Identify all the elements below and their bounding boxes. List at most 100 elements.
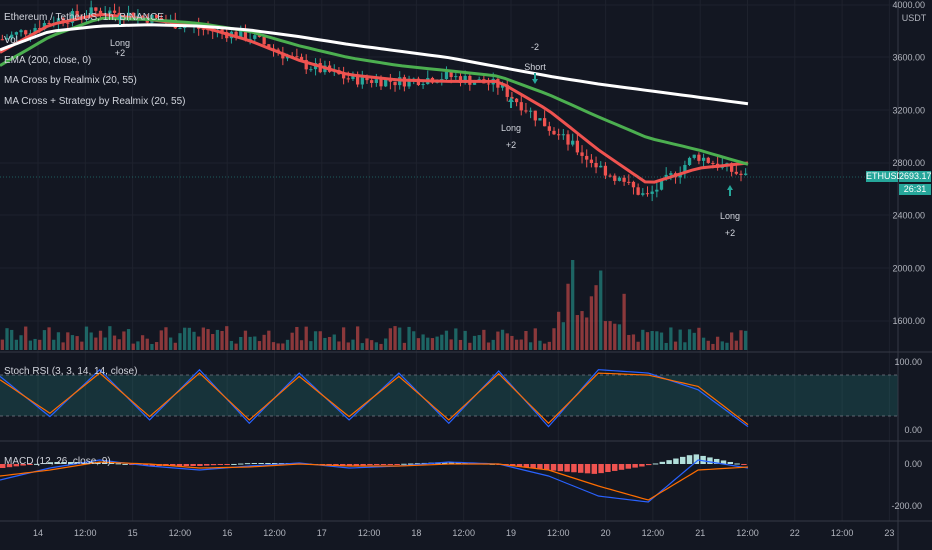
time-tick-label: 20 xyxy=(601,528,611,538)
macd-histogram-bar xyxy=(578,464,584,473)
macd-axis[interactable]: 0.00 -200.00 xyxy=(891,459,922,511)
time-tick-label: 17 xyxy=(317,528,327,538)
macd-histogram-bar xyxy=(68,462,74,464)
candle-body xyxy=(47,23,51,25)
volume-bar xyxy=(24,326,28,350)
candle-body xyxy=(571,140,575,145)
time-axis[interactable]: 14 12:00 15 12:00 16 12:00 17 12:00 18 12:00 19 12:… xyxy=(33,528,894,538)
volume-bar xyxy=(253,336,257,350)
candle-body xyxy=(566,134,570,145)
signal-label: -2 xyxy=(531,42,539,52)
candle-body xyxy=(356,74,360,85)
candle-body xyxy=(552,130,556,135)
macd-label[interactable]: MACD (12, 26, close, 9) xyxy=(4,456,111,467)
volume-bar xyxy=(622,293,626,350)
price-tick-label: 2800.00 xyxy=(892,158,925,168)
macd-histogram-bar xyxy=(0,464,6,468)
volume-bar xyxy=(243,330,248,350)
volume-bar xyxy=(337,341,341,350)
macd-histogram-bar xyxy=(115,463,122,465)
time-tick-label: 21 xyxy=(695,528,705,538)
candle-body xyxy=(444,71,449,80)
time-tick-label: 16 xyxy=(222,528,232,538)
volume-bar xyxy=(589,296,594,350)
indicator-volume[interactable]: Vol xyxy=(4,35,18,46)
time-tick-label: 14 xyxy=(33,528,43,538)
time-tick-label: 22 xyxy=(790,528,800,538)
macd-histogram-bar xyxy=(544,464,550,471)
price-axis[interactable]: 4000.00 3600.00 3200.00 2800.00 2400.00 2000.… xyxy=(892,0,925,326)
volume-bar xyxy=(360,343,364,350)
volume-bar xyxy=(75,336,79,350)
volume-bar xyxy=(80,341,84,350)
candle-body xyxy=(528,110,533,112)
candle-body xyxy=(599,165,603,168)
macd-histogram-bar xyxy=(646,464,652,466)
candle-body xyxy=(304,59,308,70)
candle-body xyxy=(669,173,673,175)
volume-bar xyxy=(673,341,678,350)
volume-bar xyxy=(641,329,645,350)
volume-bar xyxy=(678,329,682,350)
candle-body xyxy=(89,7,93,17)
candle-body xyxy=(701,157,706,161)
indicator-ma-cross-strategy[interactable]: MA Cross + Strategy by Realmix (20, 55) xyxy=(4,96,186,107)
volume-bar xyxy=(687,329,692,350)
volume-bar xyxy=(561,322,565,350)
indicator-ma-cross[interactable]: MA Cross by Realmix (20, 55) xyxy=(4,75,137,86)
volume-bar xyxy=(594,285,598,350)
macd-histogram-bar xyxy=(272,463,278,464)
macd-histogram-bar xyxy=(632,464,638,468)
price-tick-label: 3200.00 xyxy=(892,105,925,115)
volume-bar xyxy=(585,317,589,350)
volume-bar xyxy=(627,334,631,350)
volume-bar xyxy=(327,336,332,350)
stoch-axis[interactable]: 100.00 0.00 xyxy=(894,357,922,435)
symbol-title[interactable]: Ethereum / TetherUS, 1h, BINANCE xyxy=(4,12,164,23)
volume-bar xyxy=(552,328,556,350)
candle-body xyxy=(650,191,654,194)
volume-bar xyxy=(299,340,304,350)
candle-body xyxy=(580,152,584,156)
candle-body xyxy=(5,38,9,40)
indicator-ema[interactable]: EMA (200, close, 0) xyxy=(4,55,92,66)
stoch-line xyxy=(0,372,749,426)
price-tick-label: 2400.00 xyxy=(892,211,925,221)
macd-histogram-bar xyxy=(13,464,20,467)
volume-bar xyxy=(407,326,411,350)
volume-bar xyxy=(145,338,149,350)
macd-histogram-bar xyxy=(6,464,13,468)
candle-body xyxy=(243,29,248,40)
time-tick-label: 12:00 xyxy=(547,528,570,538)
volume-bar xyxy=(664,342,668,350)
candle-body xyxy=(730,163,734,172)
volume-bar xyxy=(566,283,570,350)
time-tick-label: 12:00 xyxy=(452,528,475,538)
macd-histogram-bar xyxy=(170,464,176,466)
candle-body xyxy=(10,34,14,39)
candle-body xyxy=(248,38,252,40)
volume-bar xyxy=(154,342,159,350)
volume-bar xyxy=(365,338,369,350)
candle-body xyxy=(739,173,743,175)
volume-bar xyxy=(122,331,126,350)
signal-label: +2 xyxy=(506,140,516,150)
stoch-rsi-label[interactable]: Stoch RSI (3, 3, 14, 14, close) xyxy=(4,366,138,377)
macd-histogram-bar xyxy=(686,455,693,464)
macd-histogram-bar xyxy=(251,463,258,464)
volume-bar xyxy=(257,341,262,350)
time-tick-label: 23 xyxy=(884,528,894,538)
macd-histogram-bar xyxy=(387,464,394,465)
volume-bar xyxy=(715,336,720,350)
volume-bar xyxy=(61,342,65,350)
macd-histogram-bar xyxy=(142,464,149,466)
price-tick-label: 4000.00 xyxy=(892,0,925,10)
candle-body xyxy=(154,14,159,18)
candle-body xyxy=(613,175,617,181)
volume-bars xyxy=(0,260,748,350)
volume-bar xyxy=(42,330,47,350)
candle-body xyxy=(14,32,18,35)
volume-bar xyxy=(117,339,121,350)
volume-bar xyxy=(477,335,481,350)
